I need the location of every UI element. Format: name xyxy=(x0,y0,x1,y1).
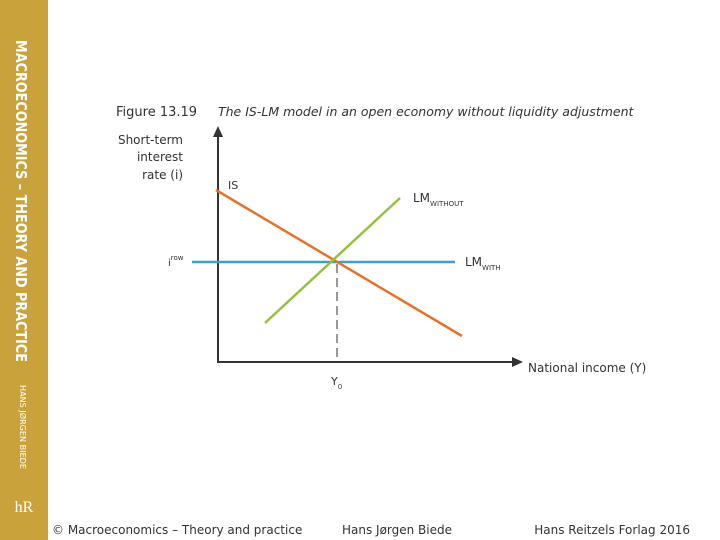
footer-copyright: © Macroeconomics – Theory and practice xyxy=(52,523,302,537)
x-axis-label: National income (Y) xyxy=(528,361,646,375)
label-main: Y xyxy=(330,375,338,388)
y-axis-label: Short-term xyxy=(118,133,183,147)
logo: hR xyxy=(15,499,34,516)
label-sub: 0 xyxy=(338,383,342,391)
x-arrow xyxy=(512,357,523,367)
y0-label: Y0 xyxy=(330,375,342,391)
sidebar xyxy=(0,0,48,540)
lm-without-line xyxy=(264,197,401,324)
figure-number: Figure 13.19 xyxy=(116,105,197,120)
y-arrow xyxy=(213,126,223,137)
y-axis-label: interest xyxy=(137,150,183,164)
lm-without-label: LMWITHOUT xyxy=(413,191,464,208)
is-label: IS xyxy=(228,179,238,192)
label-main: i xyxy=(168,258,171,269)
sidebar-title: MACROECONOMICS – THEORY AND PRACTICE xyxy=(12,40,30,362)
y-axis-label: rate (i) xyxy=(142,168,183,182)
label-main: LM xyxy=(465,255,482,269)
label-sub: WITH xyxy=(482,264,501,272)
label-main: LM xyxy=(413,191,430,205)
is-line xyxy=(215,188,463,338)
label-sup: row xyxy=(171,254,184,262)
figure-title: The IS-LM model in an open economy witho… xyxy=(218,104,635,119)
label-sub: WITHOUT xyxy=(430,200,464,208)
footer-author: Hans Jørgen Biede xyxy=(342,523,452,537)
lm-with-label: LMWITH xyxy=(465,255,501,272)
footer-publisher: Hans Reitzels Forlag 2016 xyxy=(534,523,690,537)
sidebar-author: HANS JØRGEN BIEDE xyxy=(18,385,28,469)
i-row-label: irow xyxy=(168,254,184,269)
